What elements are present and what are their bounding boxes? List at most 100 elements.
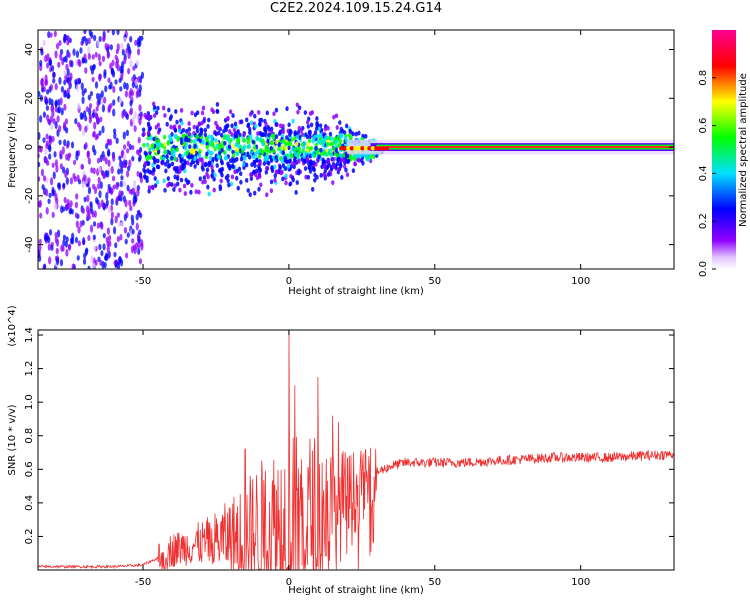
spectrogram-cell — [363, 146, 369, 151]
spectrogram-cell — [312, 160, 316, 166]
spectrogram-cell — [189, 162, 193, 167]
spectrogram-cell — [300, 132, 304, 137]
spectrogram-cell — [146, 161, 151, 166]
spectrogram-cell — [205, 167, 210, 173]
spectrogram-cell — [54, 231, 58, 238]
spectrogram-cell — [309, 122, 314, 128]
spectrogram-cell — [139, 212, 143, 219]
spectrogram-cell — [299, 128, 303, 133]
spectrogram-cell — [74, 79, 78, 85]
spectrogram-cell — [219, 159, 224, 164]
spectrogram-cell — [359, 158, 364, 163]
spectrogram-cell — [83, 88, 87, 94]
spectrogram-cell — [174, 109, 178, 114]
spectrogram-cell — [91, 211, 95, 218]
spectrogram-cell — [58, 40, 62, 46]
spectrogram-cell — [138, 258, 143, 265]
spectrogram-cell — [101, 260, 105, 269]
spectrogram-cell — [215, 108, 219, 114]
spectrogram-cell — [273, 173, 277, 179]
spectrogram-cell — [64, 169, 68, 179]
spectrogram-cell — [381, 146, 386, 151]
spectrogram-cell — [322, 150, 327, 156]
spectrogram-cell — [220, 172, 224, 178]
spectrogram-cell — [48, 256, 52, 265]
spectrogram-cell — [275, 169, 279, 175]
spectrogram-cell — [344, 167, 348, 173]
spectrogram-cell — [212, 187, 216, 193]
spectrogram-cell — [324, 134, 328, 140]
spectrogram-cell — [230, 132, 234, 137]
spectrogram-cell — [332, 156, 336, 162]
x-tick-label: 50 — [428, 276, 441, 287]
spectrogram-cell — [120, 42, 124, 51]
spectrogram-cell — [87, 52, 91, 60]
spectrogram-cell — [290, 161, 295, 167]
spectrogram-cell — [198, 176, 202, 182]
spectrogram-cell — [203, 162, 208, 168]
spectrogram-cell — [189, 147, 194, 153]
spectrogram-cell — [59, 150, 63, 158]
spectrogram-cell — [255, 158, 259, 163]
spectrogram-cell — [131, 218, 135, 226]
spectrogram-cell — [265, 110, 270, 116]
spectrogram-cell — [50, 65, 55, 72]
spectrogram-frame — [37, 29, 675, 270]
spectrogram-cell — [226, 116, 230, 122]
spectrogram-cell — [141, 127, 146, 133]
spectrogram-cell — [95, 196, 99, 204]
spectrogram-cell — [152, 167, 156, 173]
spectrogram-cell — [51, 186, 55, 195]
spectrogram-cell — [121, 48, 125, 56]
spectrogram-cell — [67, 80, 71, 86]
spectrogram-cell — [65, 248, 69, 257]
spectrogram-cell — [146, 154, 150, 160]
spectrogram-cell — [266, 148, 270, 153]
spectrogram-cell — [248, 130, 252, 135]
spectrogram-cell — [133, 125, 137, 133]
spectrogram-cell — [228, 109, 233, 115]
spectrogram-cell — [229, 137, 233, 143]
spectrogram-cell — [38, 144, 42, 153]
spectrogram-cell — [42, 39, 46, 47]
spectrogram-cell — [68, 152, 72, 158]
y-tick-label: 0.8 — [24, 428, 35, 444]
spectrogram-cell — [315, 150, 319, 156]
spectrogram-cell — [168, 136, 173, 141]
spectrogram-cell — [123, 213, 127, 222]
spectrogram-cell — [133, 111, 137, 119]
spectrogram-cell — [74, 236, 79, 244]
spectrogram-cell — [320, 164, 324, 170]
spectrogram-cell — [93, 186, 98, 195]
spectrogram-cell — [97, 53, 101, 62]
spectrogram-cell — [294, 146, 298, 152]
spectrogram-cell — [182, 141, 187, 147]
spectrogram-cell — [164, 168, 168, 174]
spectrogram-cell — [342, 146, 348, 151]
spectrogram-cell — [138, 104, 142, 112]
spectrogram-cell — [273, 164, 277, 170]
spectrogram-cell — [193, 164, 197, 169]
spectrogram-cell — [167, 163, 172, 168]
spectrogram-cell — [71, 263, 75, 269]
spectrogram-cell — [52, 117, 56, 125]
spectrogram-cell — [39, 115, 43, 123]
spectrogram-cell — [98, 130, 102, 136]
spectrogram-cell — [155, 145, 159, 151]
spectrogram-cell — [315, 174, 319, 180]
spectrogram-cell — [77, 240, 81, 247]
spectrogram-cell — [95, 106, 99, 112]
spectrogram-cell — [247, 143, 252, 149]
spectrogram-cell — [175, 119, 179, 125]
spectrogram-cell — [157, 127, 162, 133]
spectrogram-cell — [265, 165, 269, 171]
spectrogram-cell — [237, 166, 242, 172]
spectrogram-cell — [239, 171, 243, 177]
y-tick-label: -40 — [24, 236, 35, 252]
spectrogram-cell — [82, 237, 86, 246]
spectrogram-cell — [197, 121, 202, 127]
spectrogram-cell — [262, 161, 267, 167]
spectrogram-cell — [253, 163, 257, 168]
spectrogram-cell — [134, 39, 138, 46]
spectrogram-cell — [148, 155, 153, 160]
